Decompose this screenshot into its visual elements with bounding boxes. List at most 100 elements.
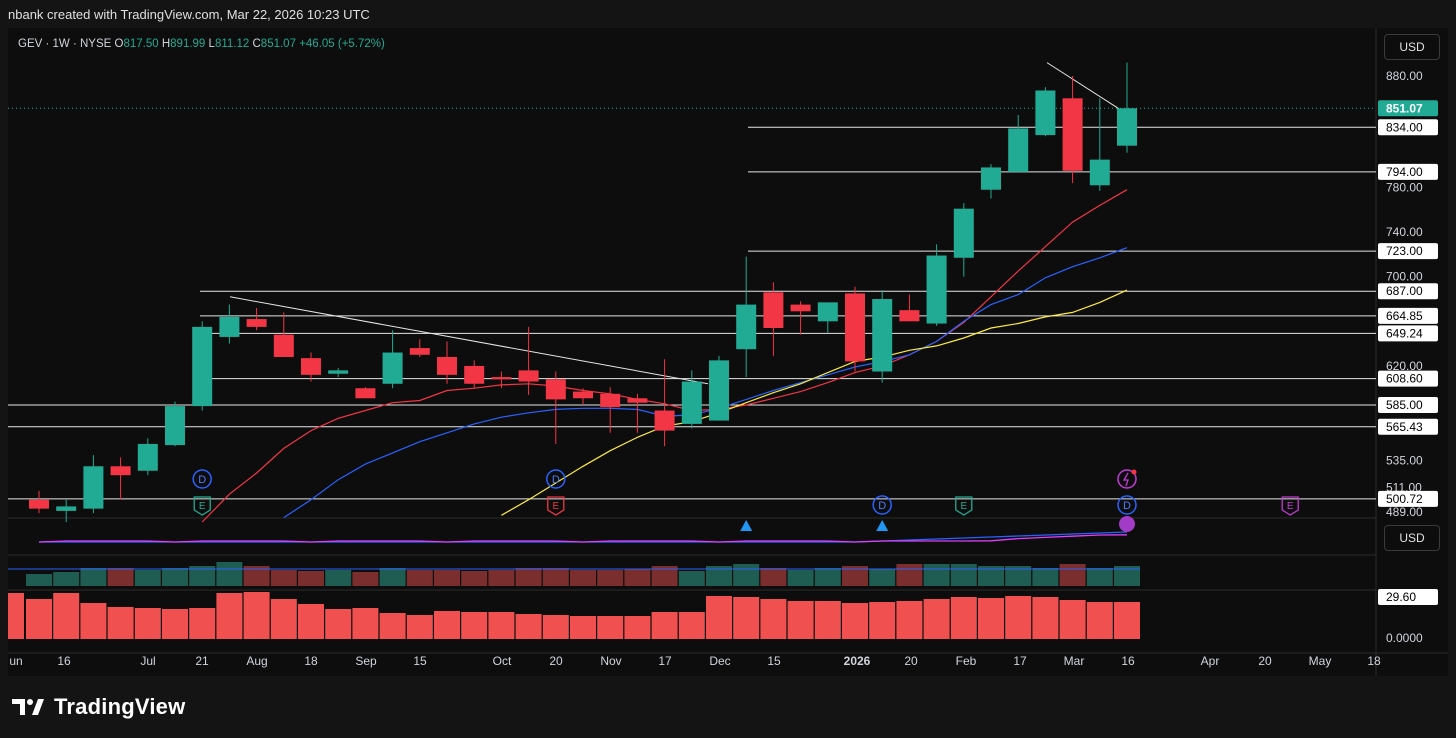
level-price-badge <box>1378 283 1438 300</box>
volume-bar <box>678 571 705 586</box>
volume-bar <box>162 568 188 586</box>
time-tick-label: Dec <box>709 654 730 668</box>
time-tick-label: Jul <box>140 654 155 668</box>
brand-name: TradingView <box>54 694 186 719</box>
time-tick-label: 20 <box>549 654 563 668</box>
histogram-bar <box>298 604 324 639</box>
volume-bar <box>379 568 406 586</box>
earnings-marker <box>1281 496 1299 516</box>
earnings-marker-label: E <box>552 501 559 512</box>
histogram-bar <box>678 612 705 639</box>
level-price-label: 585.00 <box>1386 398 1423 412</box>
histogram-bar <box>624 616 651 639</box>
volume-bar <box>814 568 841 586</box>
candle-body <box>845 293 865 362</box>
legend-h-label: H <box>161 38 171 50</box>
ohlc-legend: GEV · 1W · NYSE O817.50 H891.99 L811.12 … <box>18 38 385 50</box>
histogram-bar <box>923 599 950 639</box>
current-price-label: 851.07 <box>1386 101 1423 115</box>
ema-line <box>501 289 1128 516</box>
candle-body <box>981 167 1001 190</box>
histogram-bar <box>488 612 515 639</box>
level-price-label: 664.85 <box>1386 309 1423 323</box>
histogram-bar <box>53 593 80 639</box>
volume-bar <box>243 566 270 586</box>
level-price-label: 834.00 <box>1386 120 1423 134</box>
volume-bar <box>406 570 433 586</box>
hist-value-badge <box>1378 589 1438 605</box>
time-tick-label: 15 <box>413 654 427 668</box>
time-tick-label: May <box>1309 654 1332 668</box>
volume-bar <box>434 570 460 586</box>
candle-body <box>790 304 811 312</box>
volume-bar <box>189 566 216 586</box>
candle-body <box>301 358 321 375</box>
candle-body <box>600 393 621 408</box>
time-tick-label: Oct <box>493 654 512 668</box>
currency-button-indicator[interactable]: USD <box>1384 525 1440 551</box>
histogram-bar <box>243 592 270 639</box>
candle-body <box>1008 128 1029 172</box>
dividend-marker-label: D <box>1123 500 1131 512</box>
histogram-bar <box>406 615 433 639</box>
hist-zero-label: 0.0000 <box>1386 631 1423 645</box>
dividend-marker <box>546 469 566 489</box>
histogram-bar <box>733 597 760 639</box>
volume-bar <box>842 566 868 586</box>
time-tick-label: Apr <box>1201 654 1220 668</box>
candle-body <box>1062 98 1083 171</box>
candle-body <box>899 310 920 322</box>
legend-open: 817.50 <box>123 38 159 50</box>
time-tick-label: Nov <box>600 654 621 668</box>
level-price-badge <box>1378 490 1438 507</box>
dividend-marker-label: D <box>878 500 886 512</box>
lightning-icon <box>1122 472 1129 487</box>
trend-line <box>1046 62 1121 110</box>
histogram-bar <box>80 603 107 639</box>
histogram-bar <box>461 612 488 639</box>
tradingview-brand[interactable]: TradingView <box>12 694 185 720</box>
candle-body <box>518 370 539 382</box>
trend-line <box>229 296 709 385</box>
volume-bar <box>542 568 569 586</box>
candle-body <box>409 348 430 355</box>
volume-bar <box>352 572 379 586</box>
level-price-badge <box>1378 163 1438 180</box>
histogram-bar <box>787 601 814 639</box>
histogram-bar <box>162 609 188 639</box>
price-tick-label: 700.00 <box>1386 270 1423 284</box>
time-tick-label: un <box>9 654 22 668</box>
earnings-marker <box>955 496 973 516</box>
histogram-bar <box>1032 597 1059 639</box>
candle-body <box>437 357 457 375</box>
volume-bar <box>706 566 732 586</box>
candle-body <box>165 406 185 446</box>
legend-c-label: C <box>252 38 261 50</box>
level-price-label: 608.60 <box>1386 372 1423 386</box>
time-tick-label: 20 <box>1258 654 1272 668</box>
volume-bar <box>53 572 80 586</box>
time-tick-label: 16 <box>1121 654 1135 668</box>
oscillator-line <box>38 534 1128 543</box>
histogram-bar <box>189 608 216 639</box>
candle-body <box>763 292 784 329</box>
volume-bar <box>624 569 651 586</box>
histogram-bar <box>842 603 868 639</box>
histogram-bar <box>325 609 352 639</box>
candle-body <box>29 499 49 509</box>
volume-bar <box>216 562 243 586</box>
candle-body <box>219 316 240 337</box>
oscillator-marker <box>1119 516 1135 532</box>
legend-l-label: L <box>208 38 215 50</box>
currency-button[interactable]: USD <box>1384 34 1440 60</box>
histogram-bar <box>869 602 896 639</box>
volume-bar <box>896 564 923 586</box>
candle-body <box>1035 90 1056 136</box>
histogram-bar <box>434 611 460 639</box>
split-marker-icon <box>1117 469 1137 489</box>
candle-body <box>953 208 974 258</box>
price-tick-label: 880.00 <box>1386 69 1423 83</box>
candle-body <box>1089 159 1110 186</box>
legend-close: 851.07 <box>260 38 296 50</box>
